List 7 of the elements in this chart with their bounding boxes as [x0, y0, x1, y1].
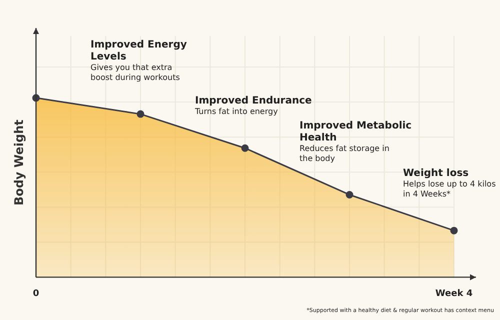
annotation: Weight loss Helps lose up to 4 kilos in 4 Weeks*: [403, 168, 498, 199]
x-tick-label: Week 4: [435, 288, 473, 299]
x-tick-label: 0: [32, 288, 40, 299]
text: Improved Energy Levels Gives you that extra boost during workouts: [90, 40, 188, 82]
annotation: Improved Endurance Turns fat into energy: [194, 96, 312, 116]
y-axis-title: Body Weight: [12, 119, 26, 206]
annotation: Improved Metabolic Health Reduces fat storage in the body: [300, 120, 412, 163]
